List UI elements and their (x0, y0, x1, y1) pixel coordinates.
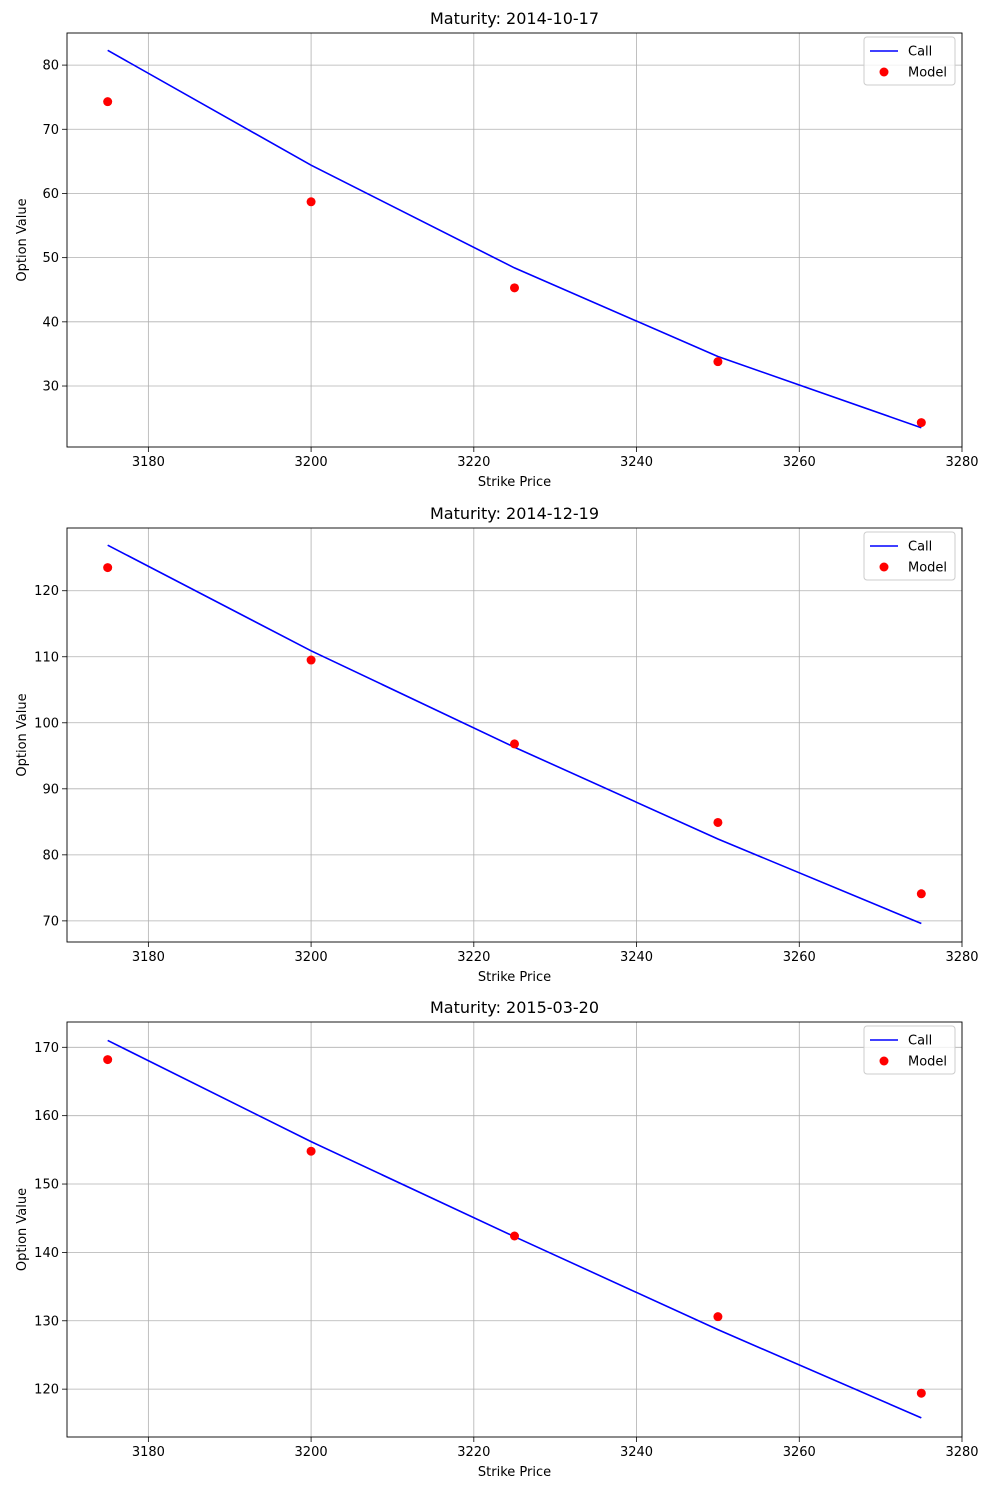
x-tick-label: 3260 (783, 1445, 816, 1460)
model-point (510, 1231, 519, 1241)
legend-model-swatch (879, 562, 889, 572)
axes-frame (66, 1021, 963, 1438)
x-tick-label: 3260 (783, 455, 816, 470)
chart-title: Maturity: 2014-10-17 (430, 9, 599, 28)
x-tick-label: 3220 (457, 1445, 490, 1460)
legend-label: Model (908, 561, 947, 576)
y-tick-label: 40 (42, 315, 59, 330)
axes-frame (66, 32, 963, 448)
y-axis-label: Option Value (15, 1188, 30, 1271)
legend-model-swatch (879, 67, 889, 77)
legend-label: Model (908, 1055, 947, 1070)
model-point (510, 283, 519, 293)
y-tick-label: 120 (34, 1383, 59, 1398)
x-axis-label: Strike Price (478, 1465, 551, 1480)
y-tick-label: 70 (42, 914, 59, 929)
x-tick-label: 3240 (620, 950, 653, 965)
x-tick-label: 3200 (295, 950, 328, 965)
x-tick-label: 3280 (945, 455, 978, 470)
chart-panel-2: 3180 3200 3220 3240 3260 3280 70 80 90 100 110 120 M… (15, 504, 979, 985)
y-tick-label: 130 (34, 1314, 59, 1329)
model-point (103, 563, 113, 573)
legend-model-swatch (879, 1056, 889, 1066)
axes-frame (66, 527, 963, 943)
model-point (103, 1055, 113, 1065)
model-point (306, 197, 316, 207)
model-point (916, 418, 926, 428)
x-tick-label: 3280 (945, 950, 978, 965)
model-point (713, 357, 723, 367)
x-tick-label: 3180 (132, 1445, 165, 1460)
x-tick-label: 3260 (783, 950, 816, 965)
legend: Call Model (863, 531, 956, 581)
y-axis-label: Option Value (15, 693, 30, 776)
x-tick-label: 3240 (620, 455, 653, 470)
model-point (916, 1388, 926, 1398)
model-point (510, 739, 519, 749)
model-point (916, 889, 926, 899)
y-tick-label: 160 (34, 1109, 59, 1124)
legend-label: Model (908, 66, 947, 81)
y-tick-label: 80 (42, 59, 59, 74)
y-axis-label: Option Value (15, 198, 30, 281)
model-point (713, 817, 723, 827)
y-tick-label: 140 (34, 1246, 59, 1261)
legend-label: Call (908, 45, 932, 60)
y-tick-label: 120 (34, 584, 59, 599)
model-point (713, 1312, 723, 1322)
y-tick-label: 90 (42, 782, 59, 797)
y-tick-label: 50 (42, 251, 59, 266)
model-point (306, 1146, 316, 1156)
x-tick-label: 3180 (132, 455, 165, 470)
y-tick-label: 80 (42, 848, 59, 863)
x-tick-label: 3240 (620, 1445, 653, 1460)
x-axis-label: Strike Price (478, 475, 551, 490)
x-tick-label: 3180 (132, 950, 165, 965)
call-line (107, 49, 922, 429)
legend: Call Model (863, 1025, 956, 1075)
x-tick-label: 3220 (457, 950, 490, 965)
x-tick-label: 3200 (295, 455, 328, 470)
chart-panel-1: 3180 3200 3220 3240 3260 3280 30 40 50 60 70 80 Matu… (15, 9, 979, 490)
y-tick-label: 170 (34, 1041, 59, 1056)
x-tick-label: 3280 (945, 1445, 978, 1460)
chart-title: Maturity: 2014-12-19 (430, 504, 599, 523)
legend-label: Call (908, 1034, 932, 1049)
y-tick-label: 150 (34, 1178, 59, 1193)
x-axis-label: Strike Price (478, 970, 551, 985)
legend-label: Call (908, 540, 932, 555)
y-tick-label: 70 (42, 123, 59, 138)
chart-title: Maturity: 2015-03-20 (430, 998, 599, 1017)
y-tick-label: 100 (34, 716, 59, 731)
y-tick-label: 30 (42, 380, 59, 395)
legend: Call Model (863, 36, 956, 86)
model-point (103, 97, 113, 107)
x-tick-label: 3200 (295, 1445, 328, 1460)
model-point (306, 655, 316, 665)
y-tick-label: 60 (42, 187, 59, 202)
y-tick-label: 110 (34, 650, 59, 665)
x-tick-label: 3220 (457, 455, 490, 470)
chart-panel-3: 3180 3200 3220 3240 3260 3280 120 130 140 150 160 1… (15, 998, 979, 1480)
